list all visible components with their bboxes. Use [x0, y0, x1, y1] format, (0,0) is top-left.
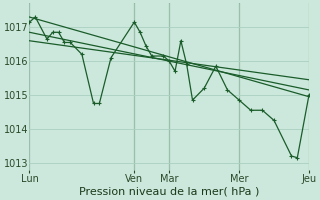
X-axis label: Pression niveau de la mer( hPa ): Pression niveau de la mer( hPa ) — [79, 187, 260, 197]
